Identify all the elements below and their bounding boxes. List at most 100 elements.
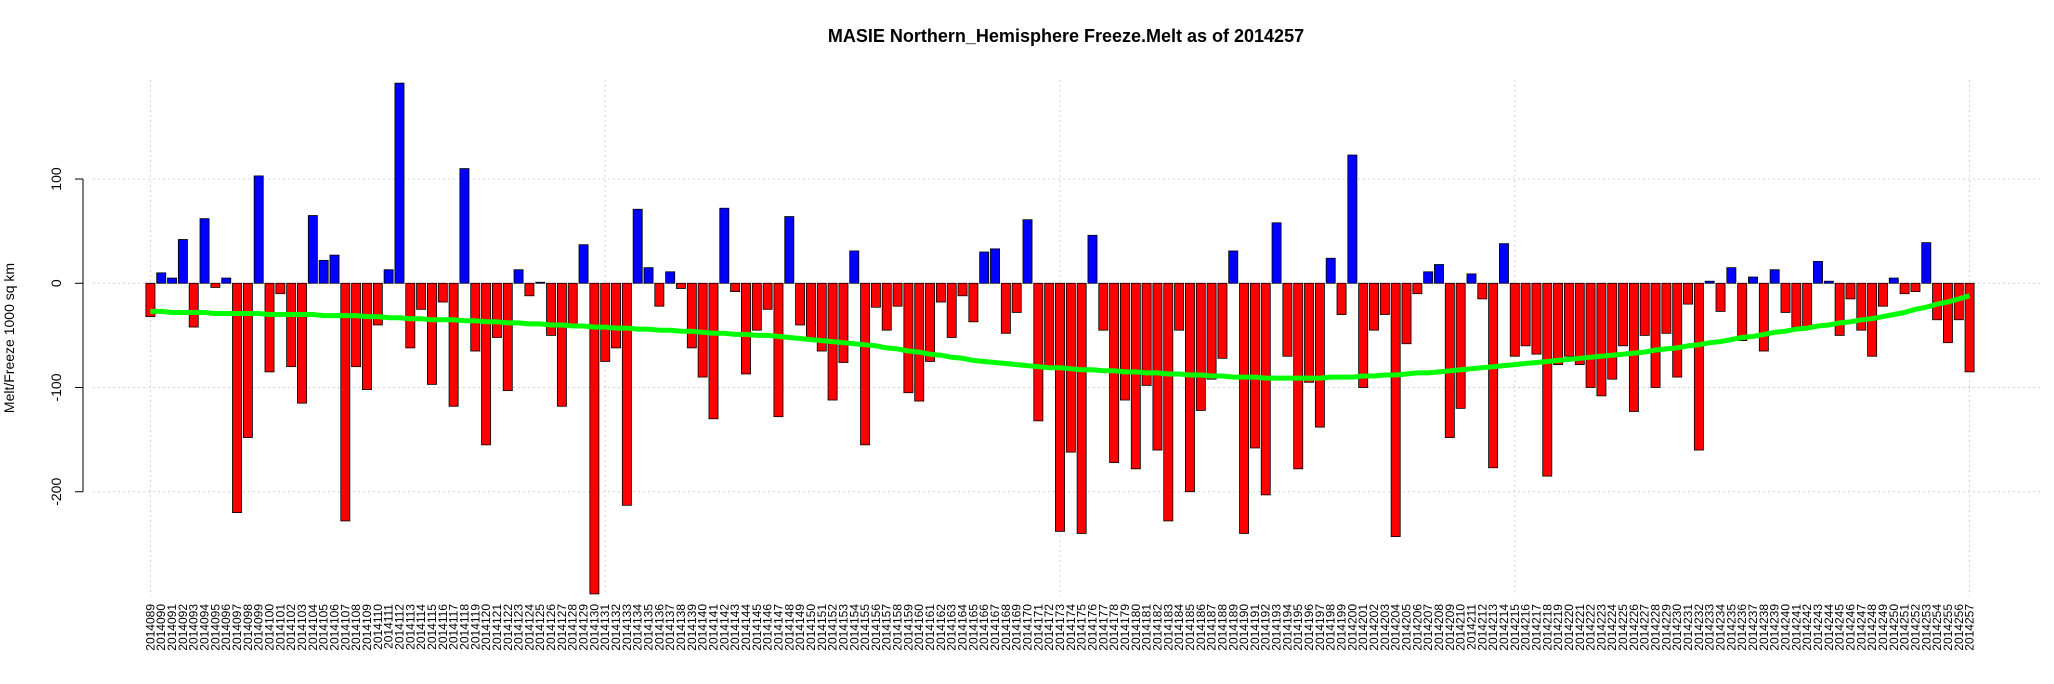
x-tick-label: 2014202 [1367,604,1381,651]
x-tick-label: 2014243 [1811,604,1825,651]
x-tick-label: 2014233 [1703,604,1717,651]
bar [1130,282,1141,470]
bar [741,282,751,375]
x-tick-label: 2014184 [1172,604,1186,651]
bar [481,282,492,446]
x-tick-label: 2014181 [1140,604,1154,651]
x-tick-label: 2014167 [988,604,1002,651]
x-tick-label: 2014145 [750,604,764,651]
x-tick-label: 2014107 [338,604,352,651]
x-tick-label: 2014227 [1638,604,1652,651]
bar [654,282,665,307]
x-tick-label: 2014222 [1584,604,1598,651]
bar [1455,282,1466,409]
x-tick-label: 2014257 [1963,604,1977,651]
bar [275,282,286,295]
bar [849,250,860,284]
bar [1358,282,1369,388]
bar [1899,282,1910,295]
x-tick-label: 2014105 [317,604,331,651]
x-tick-label: 2014194 [1280,604,1294,651]
bar [221,277,232,284]
bar [1163,282,1174,522]
x-tick-label: 2014106 [327,604,341,651]
x-tick-label: 2014238 [1757,604,1771,651]
x-tick-label: 2014102 [284,604,298,651]
x-tick-label: 2014104 [306,604,320,651]
bar [1055,282,1065,532]
x-tick-label: 2014212 [1475,604,1489,651]
x-tick-label: 2014214 [1497,604,1511,651]
x-tick-label: 2014141 [706,604,720,651]
bar [502,282,513,392]
x-tick-label: 2014090 [154,604,168,651]
x-tick-label: 2014192 [1259,604,1273,651]
x-tick-label: 2014164 [956,604,970,651]
bar [1314,282,1325,428]
bar [870,282,881,308]
bar [1878,282,1888,307]
bar [383,269,394,284]
x-tick-label: 2014253 [1919,604,1933,651]
x-tick-label: 2014142 [717,604,731,651]
x-tick-label: 2014123 [512,604,526,651]
x-tick-label: 2014137 [663,604,677,651]
x-tick-label: 2014179 [1118,604,1132,651]
bar [242,282,253,438]
bar [1499,243,1509,284]
x-tick-label: 2014163 [945,604,959,651]
bar [1661,282,1672,334]
x-tick-label: 2014244 [1822,604,1836,651]
x-tick-label: 2014182 [1150,604,1164,651]
x-tick-label: 2014169 [1010,604,1024,651]
x-tick-label: 2014239 [1768,604,1782,651]
x-tick-label: 2014255 [1941,604,1955,651]
bar [1033,282,1044,422]
bar [1401,282,1412,345]
bar [297,282,307,404]
bar [946,282,957,338]
bar [1964,282,1975,373]
bar [1379,282,1390,315]
x-tick-label: 2014122 [501,604,515,651]
x-tick-label: 2014174 [1064,604,1078,651]
bar [145,282,156,318]
x-tick-label: 2014223 [1594,604,1608,651]
bar [286,282,297,368]
x-tick-label: 2014198 [1324,604,1338,651]
bar [1748,276,1758,284]
bar [1553,282,1564,365]
bar [925,282,936,362]
bar [1488,282,1499,469]
x-tick-label: 2014247 [1854,604,1868,651]
x-tick-label: 2014203 [1378,604,1392,651]
x-tick-label: 2014125 [533,604,547,651]
bar [1542,282,1553,477]
bar [1563,282,1574,357]
bar [394,82,405,284]
x-tick-label: 2014252 [1908,604,1922,651]
bar [914,282,925,402]
x-tick-label: 2014110 [371,604,385,650]
bar [773,282,784,418]
x-tick-label: 2014127 [555,604,569,651]
bar [589,282,600,595]
bar [535,281,546,284]
bar [340,282,351,522]
bar [1921,242,1932,284]
bar [686,282,697,349]
bar [1823,280,1834,284]
x-tick-label: 2014217 [1529,604,1543,651]
x-tick-label: 2014162 [934,604,948,651]
x-tick-label: 2014248 [1865,604,1879,651]
x-tick-label: 2014176 [1085,604,1099,651]
bar [1282,282,1293,357]
x-tick-label: 2014133 [620,604,634,651]
bar [1607,282,1618,380]
bar [1076,282,1087,534]
bar [1087,234,1098,284]
bar [1639,282,1650,336]
x-tick-label: 2014092 [176,604,190,651]
